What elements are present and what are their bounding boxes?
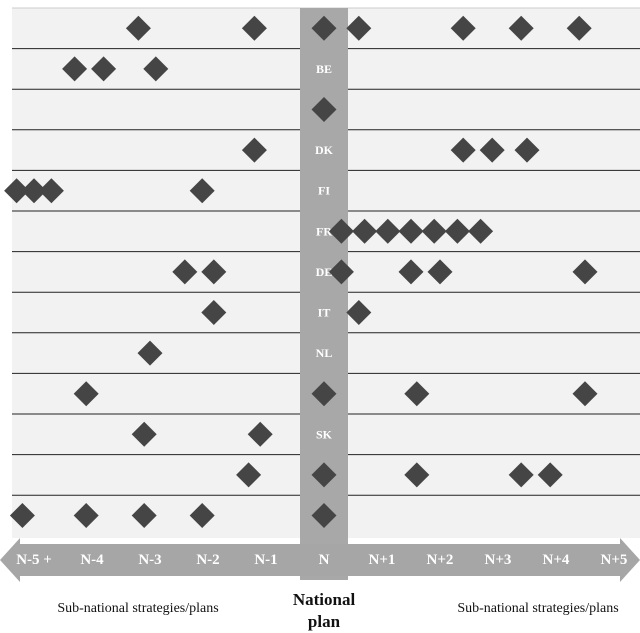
marker-dk [241,137,267,163]
marker-dk [450,137,476,163]
marker-fi [38,178,64,204]
marker-be [143,56,169,82]
marker-fr [352,218,378,244]
marker-de [201,259,227,285]
marker-se [73,503,99,528]
marker-es [404,462,430,488]
marker-es [311,462,337,488]
marker-at [566,15,592,41]
marker-se [9,503,35,528]
row-label-it: IT [318,306,331,320]
marker-se [189,503,215,528]
x-tick-n: N [319,552,330,568]
marker-at [311,15,337,41]
center-annotation-line-2: plan [308,612,341,631]
marker-de [572,259,598,285]
marker-de [328,259,354,285]
marker-pt [311,381,337,407]
row-label-nl: NL [316,346,333,360]
marker-de [172,259,198,285]
marker-nl [137,340,163,366]
marker-fr [444,218,470,244]
row-label-fi: FI [318,184,330,198]
left-annotation: Sub-national strategies/plans [57,601,218,616]
right-annotation: Sub-national strategies/plans [457,601,618,616]
x-axis-arrow [0,538,640,582]
marker-se [311,503,337,528]
x-tick-labels: N-5 + N-4 N-3 N-2 N-1 N N+1 N+2 N+3 N+4 N+5 [16,552,627,568]
x-tick-n-4: N+4 [543,552,570,568]
marker-pt [73,381,99,407]
marker-pt [572,381,598,407]
row-label-dk: DK [315,143,334,157]
marker-es [508,462,534,488]
national-plan-band [300,8,348,580]
marker-es [236,462,262,488]
x-tick-n-5: N-5 + [16,552,52,568]
x-tick-n-3: N+3 [485,552,512,568]
row-label-be: BE [316,62,332,76]
marker-se [131,503,157,528]
x-tick-n-1: N-1 [254,552,277,568]
x-tick-n-2: N-2 [196,552,219,568]
marker-pt [404,381,430,407]
x-tick-n-3: N-3 [138,552,161,568]
marker-at [125,15,151,41]
marker-de [427,259,453,285]
row-label-sk: SK [316,427,333,441]
marker-sk [247,421,273,447]
row-label-fr: FR [316,224,332,238]
center-annotation: National plan [293,590,356,631]
x-axis: N-5 + N-4 N-3 N-2 N-1 N N+1 N+2 N+3 N+4 N+5 [0,538,640,582]
x-tick-n-1: N+1 [369,552,396,568]
marker-fr [328,218,354,244]
x-tick-n-5: N+5 [601,552,628,568]
marker-be [91,56,117,82]
center-annotation-line-1: National [293,590,356,609]
marker-sk [131,421,157,447]
marker-it [346,300,372,325]
marker-fr [468,218,494,244]
marker-at [241,15,267,41]
marker-de [398,259,424,285]
x-tick-n-2: N+2 [427,552,454,568]
marker-fr [421,218,447,244]
marker-fi [189,178,215,204]
marker-fi [4,178,30,204]
marker-at [346,15,372,41]
marker-it [201,300,227,325]
marker-cz [311,97,337,122]
marker-be [62,56,88,82]
row-label-de: DE [316,265,333,279]
x-tick-n-4: N-4 [80,552,104,568]
marker-fi [21,178,47,204]
marker-dk [514,137,540,163]
marker-at [450,15,476,41]
marker-fr [375,218,401,244]
marker-es [537,462,563,488]
marker-dk [479,137,505,163]
marker-at [508,15,534,41]
marker-fr [398,218,424,244]
markers [4,15,598,528]
